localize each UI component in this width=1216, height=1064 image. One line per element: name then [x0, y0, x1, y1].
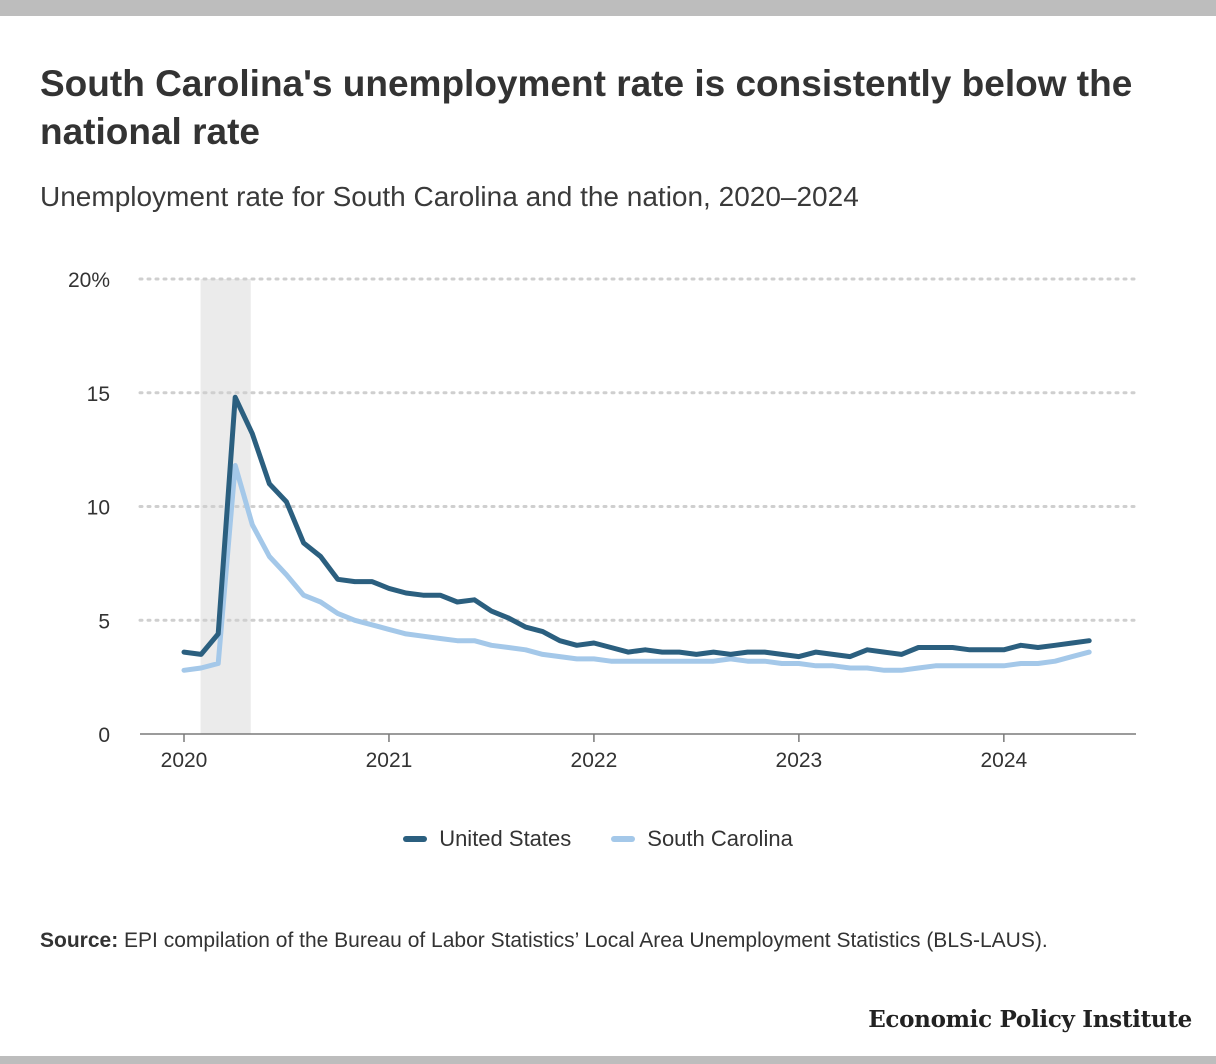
chart-legend: United States South Carolina: [0, 826, 1196, 852]
bottom-border-bar: [0, 1056, 1216, 1064]
y-tick-label-20: 20%: [68, 269, 110, 292]
x-tick-label-2022: 2022: [571, 749, 618, 772]
series-line-united-states: [181, 394, 1092, 660]
top-border-bar: [0, 0, 1216, 16]
legend-swatch-united-states: [403, 836, 428, 842]
legend-swatch-south-carolina: [611, 836, 636, 842]
epi-logo-text: Economic Policy Institute: [868, 1006, 1192, 1033]
chart-subtitle: Unemployment rate for South Carolina and…: [40, 181, 859, 212]
x-tick-label-2021: 2021: [366, 749, 413, 772]
line-chart: 0 5 10 15 20% 2020 2021 2022 2023 2024: [68, 269, 1138, 772]
x-tick-label-2020: 2020: [161, 749, 208, 772]
y-tick-label-10: 10: [87, 497, 110, 520]
source-text: EPI compilation of the Bureau of Labor S…: [124, 929, 1048, 952]
legend-label-south-carolina: South Carolina: [647, 826, 793, 851]
legend-label-united-states: United States: [439, 826, 572, 851]
y-tick-label-0: 0: [98, 724, 110, 747]
source-note: Source: EPI compilation of the Bureau of…: [40, 926, 1180, 956]
chart-title: South Carolina's unemployment rate is co…: [40, 63, 1133, 152]
y-tick-label-5: 5: [98, 610, 110, 633]
legend-item-united-states: United States: [403, 826, 571, 852]
series-line-south-carolina: [181, 463, 1092, 673]
y-tick-label-15: 15: [87, 383, 110, 406]
x-tick-label-2024: 2024: [980, 749, 1027, 772]
x-tick-label-2023: 2023: [776, 749, 823, 772]
legend-item-south-carolina: South Carolina: [611, 826, 793, 852]
axis-layer: 0 5 10 15 20% 2020 2021 2022 2023 2024: [68, 269, 1136, 772]
series-layer: [181, 394, 1092, 673]
grid-layer: [138, 277, 1138, 622]
source-label: Source:: [40, 929, 119, 952]
